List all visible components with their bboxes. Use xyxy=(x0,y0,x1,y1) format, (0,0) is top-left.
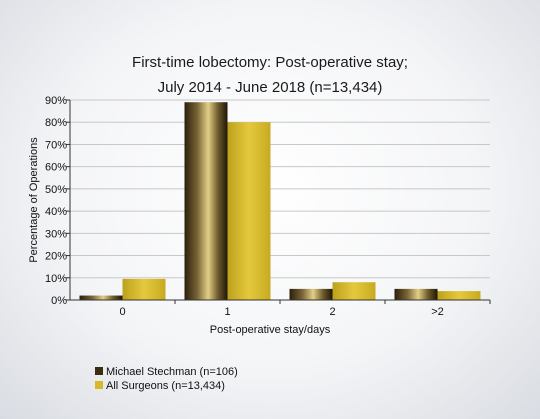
x-tick-label: >2 xyxy=(431,306,444,318)
y-tick-label: 30% xyxy=(45,228,67,240)
y-tick-label: 10% xyxy=(45,273,67,285)
y-tick-label: 80% xyxy=(45,117,67,129)
y-tick-label: 50% xyxy=(45,184,67,196)
bar-0 xyxy=(79,295,123,300)
legend: Michael Stechman (n=106) All Surgeons (n=… xyxy=(95,366,238,392)
y-tick-label: 60% xyxy=(45,162,67,174)
x-axis-label: Post-operative stay/days xyxy=(210,324,331,336)
y-tick-label: 90% xyxy=(45,95,67,107)
gridlines xyxy=(70,99,490,279)
x-tick-label: 0 xyxy=(119,306,125,318)
chart-title-line-1: First-time lobectomy: Post-operative sta… xyxy=(132,54,408,71)
bar-1 xyxy=(437,291,481,300)
y-tick-label: 0% xyxy=(51,295,67,307)
chart-title-line-2: July 2014 - June 2018 (n=13,434) xyxy=(158,79,383,96)
bar-1 xyxy=(332,282,376,300)
legend-swatch xyxy=(95,367,103,375)
x-tick-label: 2 xyxy=(329,306,335,318)
y-axis-ticks: 0% 10% 20% 30% 40% 50% 60% 70% 80% 90% xyxy=(45,95,70,307)
x-axis-ticks: 0 1 2 >2 xyxy=(119,300,491,318)
bars xyxy=(79,102,481,300)
x-tick-label: 1 xyxy=(224,306,230,318)
y-tick-label: 70% xyxy=(45,139,67,151)
legend-swatch xyxy=(95,381,103,389)
legend-label: All Surgeons (n=13,434) xyxy=(106,380,225,392)
bar-1 xyxy=(122,278,166,300)
y-tick-label: 20% xyxy=(45,251,67,263)
bar-0 xyxy=(289,288,333,300)
y-tick-label: 40% xyxy=(45,206,67,218)
bar-0 xyxy=(394,288,438,300)
bar-0 xyxy=(184,102,228,300)
y-axis-label: Percentage of Operations xyxy=(28,137,40,263)
legend-label: Michael Stechman (n=106) xyxy=(106,366,238,378)
bar-1 xyxy=(227,122,271,300)
